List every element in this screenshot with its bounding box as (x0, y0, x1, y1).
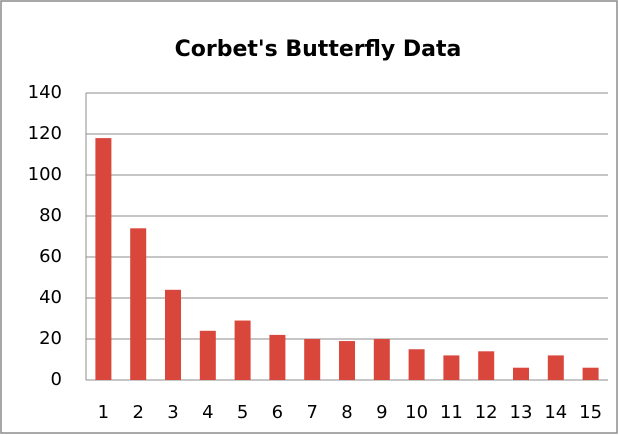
x-tick-label: 10 (405, 402, 428, 423)
y-tick-label: 20 (39, 328, 62, 349)
bar (547, 355, 564, 380)
bar (338, 341, 356, 380)
y-tick-label: 100 (28, 164, 62, 185)
y-tick-label: 0 (51, 369, 62, 390)
x-tick-label: 14 (544, 402, 567, 423)
x-tick-label: 1 (98, 402, 109, 423)
bar (512, 367, 530, 380)
bar (199, 330, 216, 380)
y-tick-label: 120 (28, 123, 62, 144)
chart-title: Corbet's Butterfly Data (175, 37, 462, 62)
y-tick-label: 60 (39, 246, 62, 267)
x-tick-label: 3 (167, 402, 178, 423)
bar (373, 339, 390, 380)
bar (164, 289, 182, 380)
x-tick-label: 8 (341, 402, 352, 423)
bar (582, 367, 599, 380)
x-tick-label: 2 (132, 402, 143, 423)
x-tick-label: 7 (306, 402, 317, 423)
x-tick-label: 4 (202, 402, 213, 423)
bar (269, 334, 286, 380)
bar (408, 349, 425, 380)
bar (95, 138, 112, 380)
bar (234, 320, 251, 380)
x-tick-label: 9 (376, 402, 387, 423)
y-tick-label: 140 (28, 82, 62, 103)
x-tick-label: 5 (237, 402, 248, 423)
x-tick-label: 13 (510, 402, 533, 423)
bar (304, 339, 321, 380)
y-tick-label: 40 (39, 287, 62, 308)
x-tick-label: 15 (579, 402, 602, 423)
bar (130, 228, 147, 380)
y-tick-label: 80 (39, 205, 62, 226)
x-tick-label: 11 (440, 402, 463, 423)
bar (443, 355, 460, 380)
x-tick-label: 12 (475, 402, 498, 423)
x-tick-label: 6 (272, 402, 283, 423)
bar (478, 351, 495, 380)
